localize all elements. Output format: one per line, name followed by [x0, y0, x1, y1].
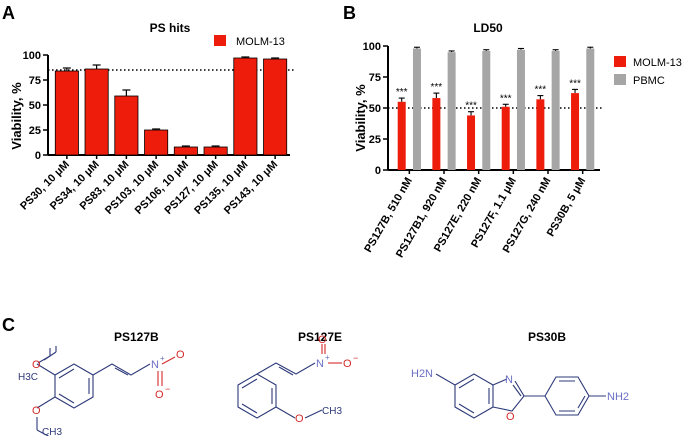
bar: [233, 57, 258, 156]
bar: [263, 58, 288, 156]
structures-panel: PS127B: [18, 330, 629, 436]
ps30b-oxygen: O: [506, 411, 515, 423]
panel-label-c: C: [2, 315, 15, 335]
chart-a: PS hits Viability, % MOLM-13 0 25 50 75 100 P…: [9, 21, 294, 217]
bar: [54, 70, 79, 156]
y-tick-label: 0: [375, 165, 381, 177]
y-tick-label: 50: [29, 100, 41, 112]
bar-molm13: [467, 115, 476, 170]
x-tick-label: PS143, 10 μM: [222, 159, 280, 217]
y-tick-label: 50: [369, 103, 381, 115]
bar: [144, 129, 169, 156]
y-tick-label: 100: [363, 41, 381, 53]
panel-label-b: B: [343, 3, 356, 23]
bar-molm13: [536, 99, 545, 170]
significance-label: ***: [465, 101, 477, 112]
chart-a-legend-label: MOLM-13: [236, 36, 285, 48]
y-tick-label: 0: [35, 150, 41, 162]
bar-molm13: [432, 98, 441, 170]
ps30b-amine-1: H2N: [411, 368, 433, 380]
chart-b: LD50 Viability, % MOLM-13 PBMC 0 25 50 75 10…: [353, 21, 682, 260]
structure-ps127b: PS127B: [18, 330, 185, 436]
significance-label: ***: [569, 78, 581, 89]
structure-ps127e-name: PS127E: [298, 330, 342, 344]
chart-b-legend-label-molm: MOLM-13: [633, 57, 682, 69]
chart-b-legend-swatch-molm: [614, 56, 626, 67]
ps127b-methyl-1: H3C: [18, 372, 38, 383]
bar-pbmc: [551, 50, 560, 170]
chart-a-title: PS hits: [150, 21, 191, 35]
ps127b-nitrogen: N: [151, 359, 159, 371]
significance-label: ***: [396, 87, 408, 98]
ps127b-oxygen-1: O: [32, 359, 41, 371]
panel-label-a: A: [2, 3, 15, 23]
y-tick-label: 75: [369, 72, 381, 84]
significance-label: ***: [535, 85, 547, 96]
ps30b-nitrogen: N: [505, 374, 513, 386]
ps127e-nitrogen: N: [316, 358, 324, 370]
bar-molm13: [397, 101, 406, 170]
significance-label: ***: [500, 93, 512, 104]
bar-pbmc: [482, 50, 491, 170]
bar-molm13: [501, 106, 510, 170]
chart-b-ylabel: Viability, %: [353, 84, 368, 152]
ps127b-oxygen-2: O: [32, 405, 41, 417]
chart-b-title: LD50: [473, 21, 503, 35]
y-tick-label: 25: [29, 125, 41, 137]
y-tick-label: 100: [23, 50, 41, 62]
ps127e-oxygen-2: O: [343, 358, 352, 370]
ps127b-oxygen-4: O: [155, 389, 164, 401]
ps127b-nitrogen-charge: +: [160, 354, 165, 363]
ps127e-oxygen-charge: −: [353, 353, 358, 363]
bar-pbmc: [412, 48, 421, 171]
ps127e-oxygen-1: O: [318, 334, 327, 346]
structure-ps127e: PS127E N + O O − O CH3: [237, 330, 358, 425]
bar-pbmc: [447, 52, 456, 171]
y-tick-label: 25: [369, 134, 381, 146]
chart-b-legend-swatch-pbmc: [614, 74, 626, 85]
structure-ps30b-name: PS30B: [528, 330, 566, 344]
ps127b-oxygen-3: O: [176, 349, 185, 361]
ps127e-methyl: CH3: [322, 406, 342, 417]
bar: [173, 146, 198, 156]
ps127b-oxygen-charge: −: [165, 384, 170, 394]
bar-pbmc: [516, 49, 525, 170]
bar: [203, 146, 228, 156]
structure-ps30b: PS30B H2N N O NH2: [411, 330, 629, 423]
ps30b-amine-2: NH2: [607, 391, 629, 403]
structure-ps127b-name: PS127B: [114, 330, 159, 344]
ps127b-methyl-2: CH3: [42, 427, 62, 436]
bar-pbmc: [586, 48, 595, 171]
chart-b-legend-label-pbmc: PBMC: [633, 75, 665, 87]
bar-molm13: [571, 93, 580, 170]
ps127e-nitrogen-charge: +: [325, 353, 330, 362]
significance-label: ***: [431, 82, 443, 93]
chart-a-ylabel: Viability, %: [9, 82, 24, 150]
y-tick-label: 75: [29, 75, 41, 87]
ps127e-oxygen-3: O: [295, 413, 304, 425]
chart-a-legend-swatch: [214, 35, 226, 46]
bar: [114, 95, 139, 156]
bar: [84, 68, 109, 156]
